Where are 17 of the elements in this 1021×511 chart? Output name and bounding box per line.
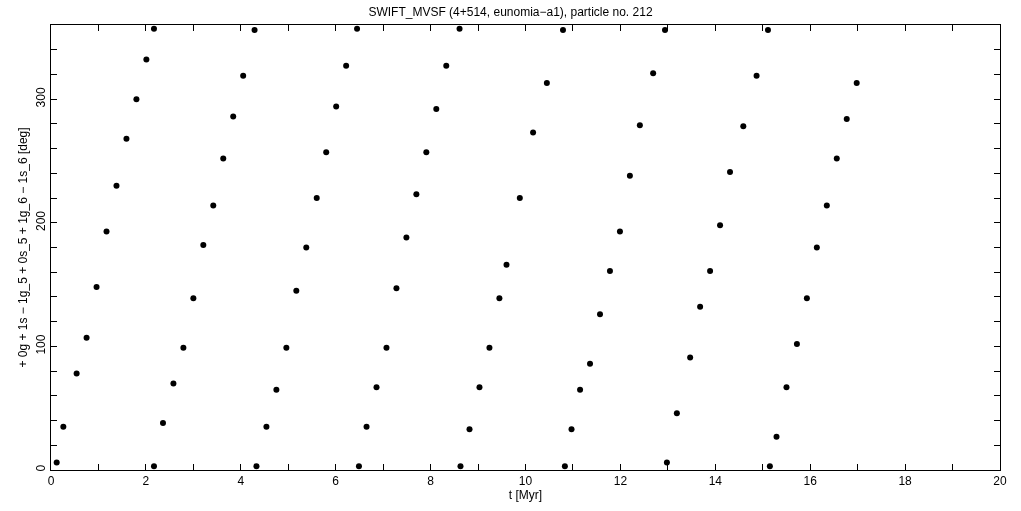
x-tick-label: 2 [142,474,150,489]
x-tick-label: 10 [518,474,533,489]
y-tick-label: 300 [34,87,49,108]
x-tick-label: 4 [237,474,245,489]
x-tick-label: 8 [427,474,435,489]
x-tick-label: 18 [898,474,913,489]
x-tick-label: 14 [708,474,723,489]
chart-title: SWIFT_MVSF (4+514, eunomia−a1), particle no. 212 [368,5,653,20]
y-tick-label: 100 [34,334,49,355]
x-axis-title: t [Myr] [508,488,543,503]
x-tick-label: 16 [803,474,818,489]
y-axis-title: + 0g + 1s − 1g_5 + 0s_5 + 1g_6 − 1s_6 [deg] [15,127,30,368]
x-tick-label: 6 [332,474,340,489]
y-tick-label: 0 [34,464,49,472]
x-tick-label: 20 [993,474,1007,489]
y-tick-label: 200 [34,210,49,231]
x-tick-label: 12 [613,474,628,489]
